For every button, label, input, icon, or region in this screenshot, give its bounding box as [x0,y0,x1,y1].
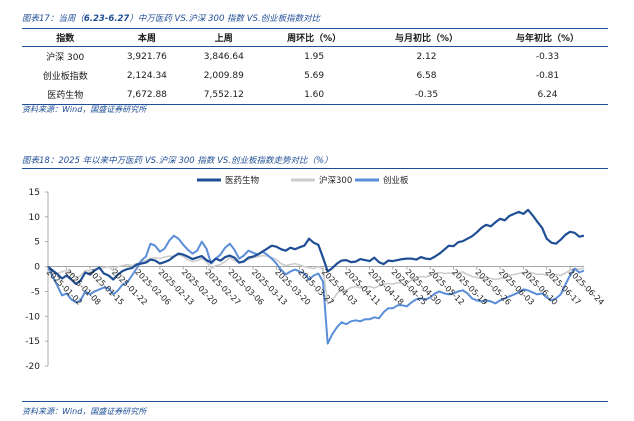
table-cell: 沪深 300 [46,53,85,63]
header-wow: 周环比（%） [262,28,366,47]
table-cell: 6.24 [486,85,608,105]
table-cell: 2.12 [416,51,437,62]
table-source-note: 资料来源：Wind，国盛证券研究所 [22,105,147,114]
table-cell: 2,009.89 [203,70,244,81]
y-tick-label: -5 [31,287,40,297]
y-tick-label: 10 [29,213,41,223]
table-cell: 7,672.88 [108,85,186,105]
header-ytd: 与年初比（%） [486,28,608,47]
table-cell: 5.69 [304,70,325,81]
table-cell: 7,552.12 [185,85,263,105]
y-tick-label: -15 [25,337,40,347]
table-cell: 6.58 [416,70,437,81]
table-row: 沪深 300 3,921.76 3,846.64 1.95 2.12 -0.33 [22,47,608,67]
legend-label-2: 创业板 [383,175,409,186]
chart-source-note: 资料来源：Wind，国盛证券研究所 [22,407,147,416]
table-caption-prefix: 图表17：当周（ [22,14,84,24]
chart-top-rule [22,168,608,169]
y-tick-label: 0 [34,263,40,273]
table-cell: 3,846.64 [203,51,244,62]
table-caption-suffix: ）中万医药 VS.沪深 300 指数 VS.创业板指数对比 [129,14,321,24]
index-comparison-table: 指数 本周 上周 周环比（%） 与月初比（%） 与年初比（%） 沪深 300 3… [22,28,608,105]
table-header-row: 指数 本周 上周 周环比（%） 与月初比（%） 与年初比（%） [22,28,608,47]
table-cell: 2,124.34 [126,70,167,81]
table-caption: 图表17：当周（6.23-6.27）中万医药 VS.沪深 300 指数 VS.创… [22,12,320,24]
legend-label-1: 沪深300 [319,175,352,186]
table-cell: 1.95 [304,51,325,62]
table-caption-range: 6.23-6.27 [83,14,130,24]
chart-bottom-rule [22,401,608,402]
header-this-week: 本周 [108,28,186,47]
table-row: 创业板指数 2,124.34 2,009.89 5.69 6.58 -0.81 [22,66,608,85]
table-cell: 创业板指数 [42,72,88,82]
series-line-0 [47,208,585,286]
table-cell: -0.81 [535,70,560,81]
legend-label-0: 医药生物 [225,175,260,186]
series-line-1 [47,253,585,305]
y-tick-label: 5 [34,238,40,248]
table-cell: -0.35 [365,85,487,105]
y-tick-label: -20 [25,362,40,372]
header-mtd: 与月初比（%） [365,28,487,47]
table-cell: 1.60 [262,85,366,105]
table-cell: -0.33 [535,51,560,62]
table-cell: 医药生物 [22,85,109,105]
y-tick-label: -10 [25,312,40,322]
chart-caption: 图表18：2025 年以来中万医药 VS.沪深 300 指数 VS.创业板指数走… [22,156,333,166]
y-tick-label: 15 [29,188,40,198]
series-line-2 [47,234,585,345]
header-last-week: 上周 [185,28,263,47]
header-index: 指数 [22,28,109,47]
table-row: 医药生物 7,672.88 7,552.12 1.60 -0.35 6.24 [22,85,608,105]
table-cell: 3,921.76 [126,51,167,62]
